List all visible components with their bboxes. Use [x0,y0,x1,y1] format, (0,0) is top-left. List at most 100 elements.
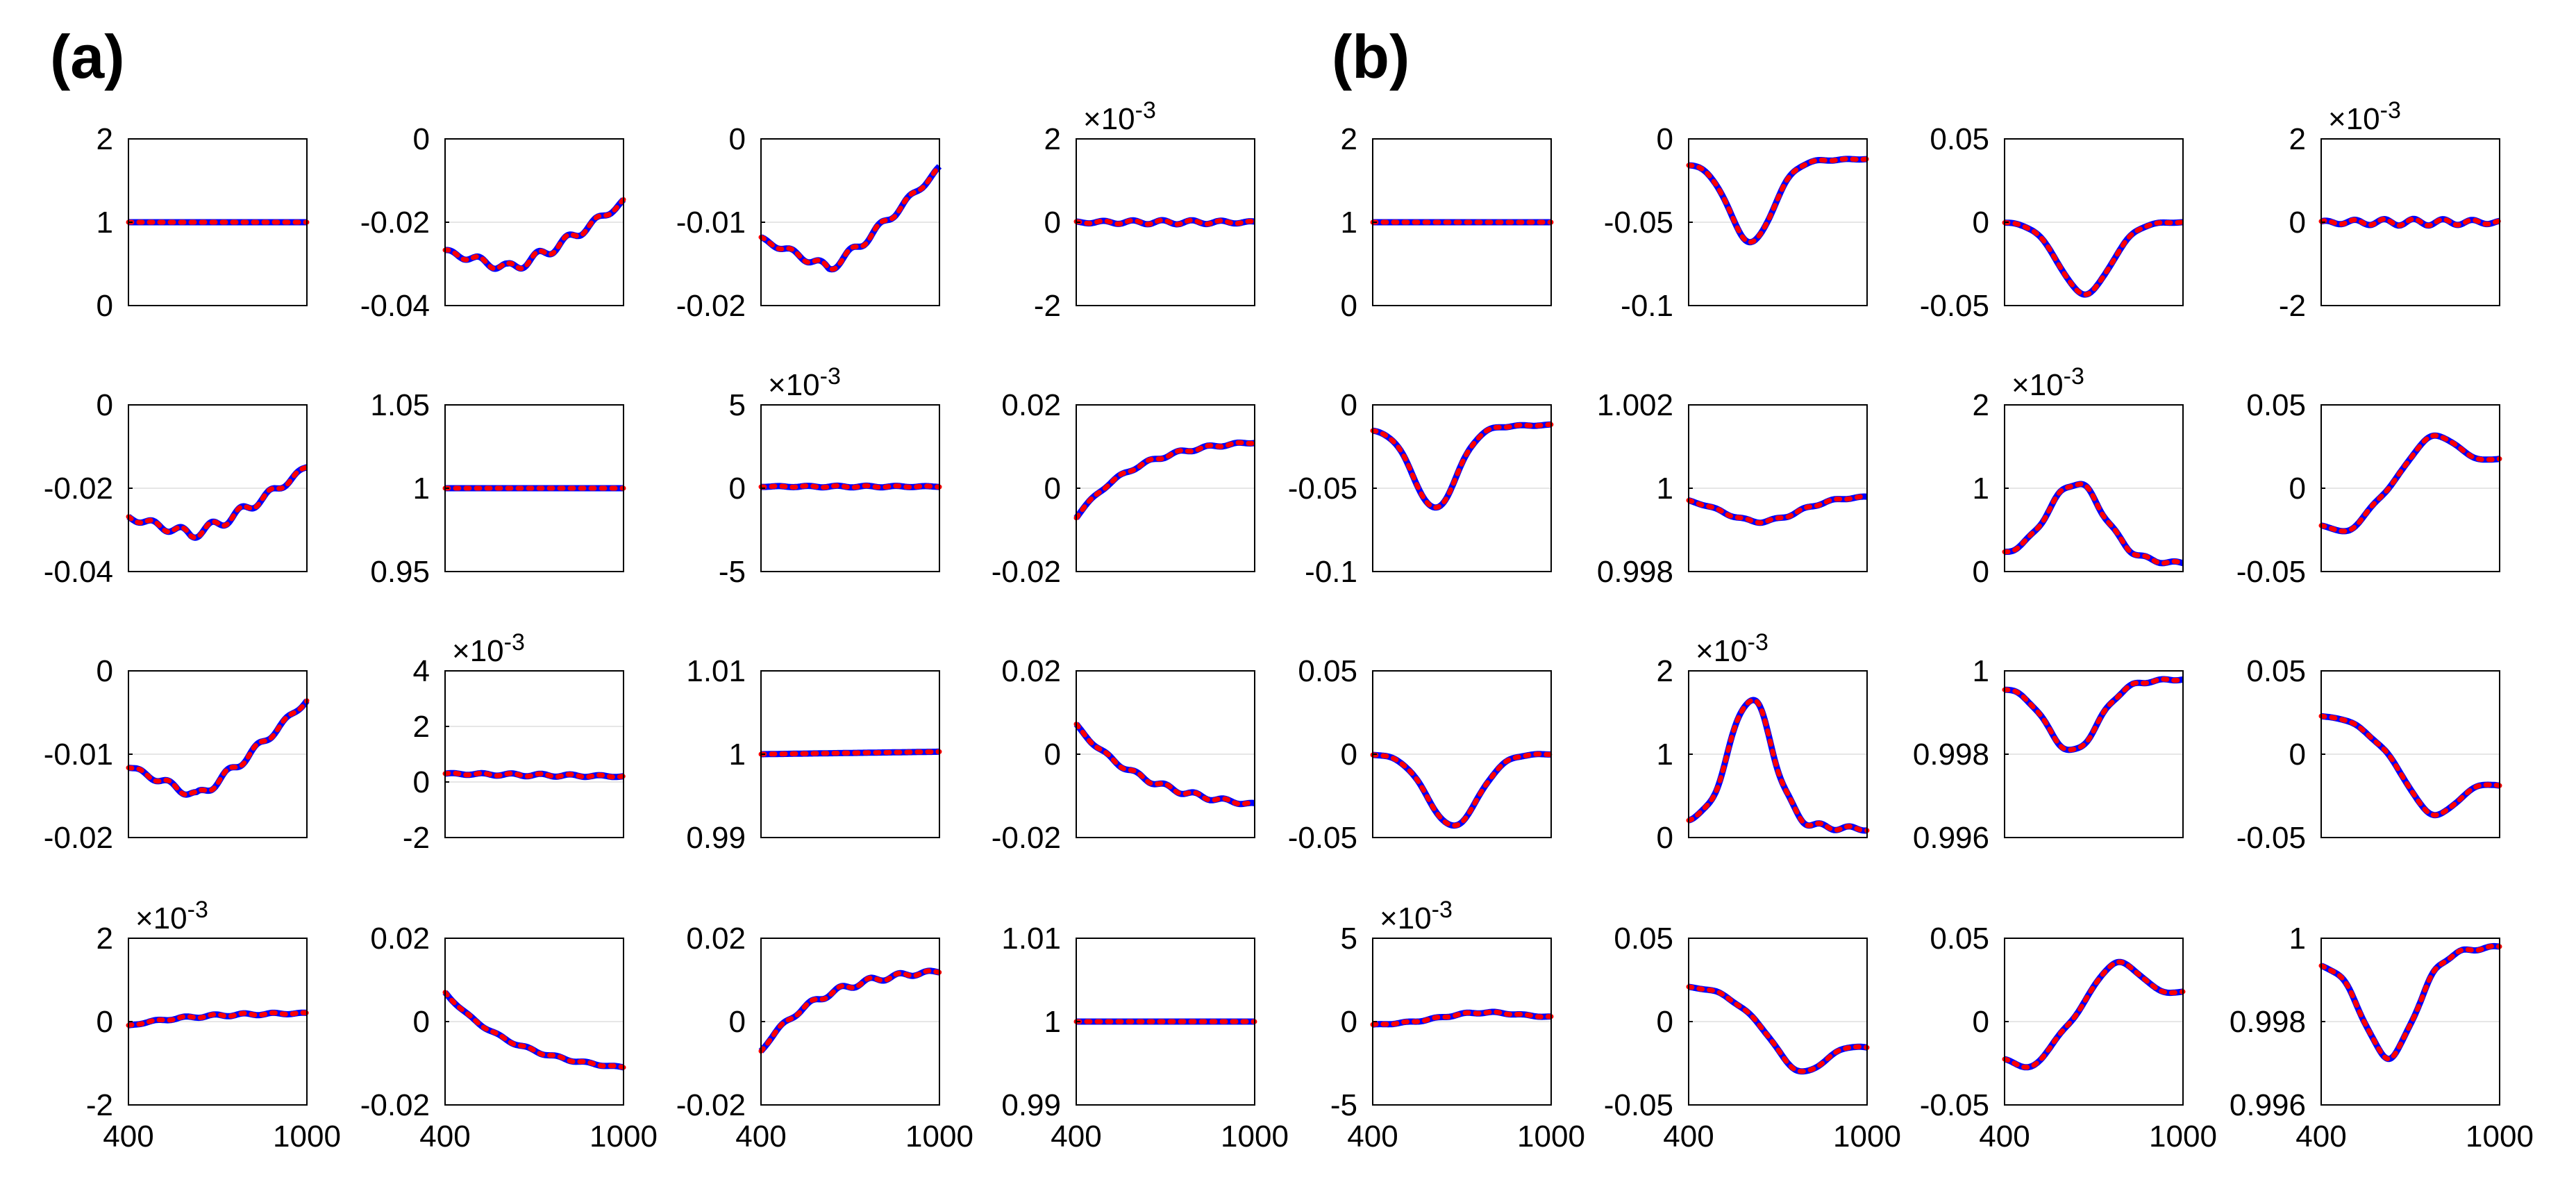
x-tick-label: 1000 [1517,1119,1585,1154]
y-tick-label: 0 [2289,206,2306,240]
y-tick-label: 0.05 [1298,654,1357,688]
y-tick-label: 0 [1044,738,1061,772]
series-line-blue [1371,1008,1553,1028]
y-tick-label: 0.02 [686,922,746,956]
subplot-a-r3c2: -2 0 2 4 ×10-3 [403,629,626,855]
series-line-red [758,749,942,757]
series-line-red [1686,494,1870,526]
y-tick-label: 1 [729,738,746,772]
y-tick-label: -0.02 [992,555,1061,589]
subplot-a-r1c2: -0.04 -0.02 0 [360,122,626,323]
y-tick-label: -0.04 [44,555,113,589]
y-tick-label: 0.998 [1597,555,1673,589]
series-line-red [758,483,942,490]
y-tick-label: 1 [413,472,430,506]
series-line-red [2002,219,2186,297]
y-tick-label: 0 [729,472,746,506]
exponent-label: ×10-3 [1696,629,1768,668]
subplot-a-r3c1: -0.02 -0.01 0 [44,654,310,855]
y-tick-label: 1.01 [1001,922,1061,956]
y-tick-label: 0 [1657,122,1673,156]
x-tick-label: 400 [1051,1119,1101,1154]
series-line-red [126,465,310,540]
y-tick-label: 1 [1341,206,1357,240]
exponent-label: ×10-3 [1083,97,1156,136]
y-tick-label: -0.05 [1604,1088,1673,1122]
y-tick-label: 0 [1657,1005,1673,1039]
y-tick-label: 2 [1657,654,1673,688]
y-tick-label: 0.05 [2246,654,2306,688]
series-line-red [442,990,626,1070]
y-tick-label: 1.05 [370,388,430,422]
subplot-a-r2c4: -0.02 0 0.02 [992,388,1257,589]
x-tick-label: 400 [2295,1119,2346,1154]
series-line-red [2002,481,2186,566]
x-tick-label: 400 [735,1119,786,1154]
exponent-label: ×10-3 [452,629,525,668]
series-line-red [2002,959,2186,1070]
series-line-blue [126,464,309,541]
y-tick-label: 0.996 [2230,1088,2306,1122]
y-tick-label: 0.996 [1913,821,1989,855]
series-line-blue [2002,219,2185,298]
y-tick-label: -0.02 [44,472,113,506]
subplot-b-r4c4: 0.996 0.998 1 400 1000 [2230,922,2534,1154]
y-tick-label: 0 [97,289,113,323]
y-tick-label: -0.05 [1604,206,1673,240]
x-tick-label: 400 [1663,1119,1714,1154]
subplot-b-r4c2: -0.05 0 0.05 400 1000 [1604,922,1901,1154]
x-tick-label: 1000 [905,1119,973,1154]
y-tick-label: 0 [413,765,430,799]
y-tick-label: 0.05 [1614,922,1673,956]
exponent-label: ×10-3 [1380,897,1453,935]
y-tick-label: 0.02 [1001,654,1061,688]
subplot-a-r2c3: -5 0 5 ×10-3 [719,363,942,589]
y-tick-label: 0.998 [2230,1005,2306,1039]
y-tick-label: -0.01 [44,738,113,772]
y-tick-label: 1 [1657,472,1673,506]
series-line-blue [1073,722,1257,808]
y-tick-label: 0 [2289,472,2306,506]
x-tick-label: 1000 [1833,1119,1901,1154]
series-line-blue [758,967,942,1054]
y-tick-label: 0.05 [2246,388,2306,422]
y-tick-label: 0.998 [1913,738,1989,772]
y-tick-label: 2 [1973,388,1989,422]
subplot-b-r2c3: 0 1 2 ×10-3 [1973,363,2186,589]
subplot-a-r4c3: -0.02 0 0.02 400 1000 [676,922,973,1154]
y-tick-label: 2 [1044,122,1061,156]
x-tick-label: 400 [419,1119,470,1154]
y-tick-label: -0.02 [44,821,113,855]
y-tick-label: -5 [719,555,746,589]
series-line-blue [1073,439,1257,520]
y-tick-label: 0.95 [370,555,430,589]
y-tick-label: 4 [413,654,430,688]
subplot-b-r4c1: -5 0 5 ×10-3 400 1000 [1330,897,1585,1154]
series-line-blue [759,482,942,491]
y-tick-label: 0 [1657,821,1673,855]
y-tick-label: -0.02 [360,206,430,240]
y-tick-label: -0.04 [360,289,430,323]
subplot-b-r3c4: -0.05 0 0.05 [2236,654,2502,855]
y-tick-label: 0 [1044,472,1061,506]
series-line-red [758,164,942,272]
y-tick-label: -5 [1330,1088,1357,1122]
y-tick-label: 0 [1973,206,1989,240]
y-tick-label: 0 [97,1005,113,1039]
series-line-blue [2002,958,2185,1071]
series-line-blue [1371,751,1553,829]
y-tick-label: 1 [1973,654,1989,688]
series-line-blue [1687,983,1869,1075]
y-tick-label: -0.02 [360,1088,430,1122]
exponent-label: ×10-3 [135,897,208,935]
y-tick-label: 1 [2289,922,2306,956]
y-tick-label: 0 [97,388,113,422]
y-tick-label: -0.05 [1920,1088,1989,1122]
y-tick-label: -0.02 [676,1088,746,1122]
y-tick-label: 5 [1341,922,1357,956]
subplot-b-r1c3: -0.05 0 0.05 [1920,122,2186,323]
subplot-b-r2c1: -0.1 -0.05 0 [1288,388,1554,589]
y-tick-label: 1 [1044,1005,1061,1039]
series-line-red [442,197,626,272]
y-tick-label: 0 [1341,738,1357,772]
